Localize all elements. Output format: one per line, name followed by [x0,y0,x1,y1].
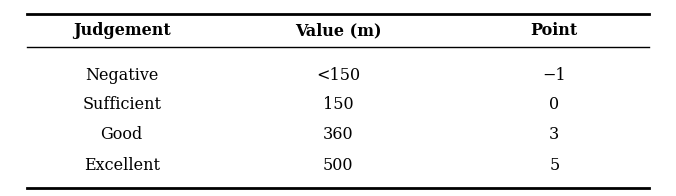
Text: Sufficient: Sufficient [82,96,161,113]
Text: Negative: Negative [85,67,158,84]
Text: 0: 0 [550,96,559,113]
Text: Excellent: Excellent [84,157,160,174]
Text: Value (m): Value (m) [295,22,381,39]
Text: −1: −1 [543,67,566,84]
Text: <150: <150 [316,67,360,84]
Text: 150: 150 [322,96,354,113]
Text: 360: 360 [322,126,354,143]
Text: 3: 3 [549,126,560,143]
Text: Judgement: Judgement [73,22,170,39]
Text: Point: Point [531,22,578,39]
Text: Good: Good [101,126,143,143]
Text: 5: 5 [549,157,560,174]
Text: 500: 500 [322,157,354,174]
